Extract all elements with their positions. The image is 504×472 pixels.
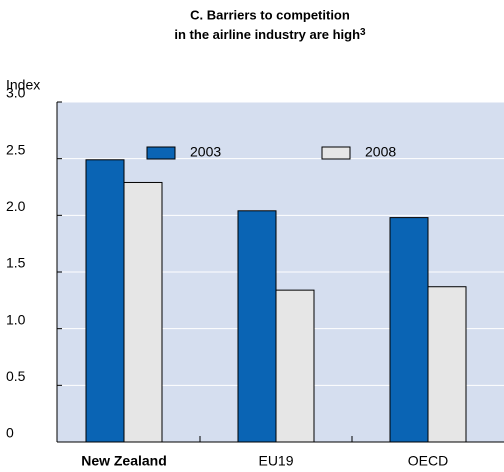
chart-title-line: in the airline industry are high <box>174 27 360 42</box>
bar <box>237 210 277 443</box>
y-tick-label: 3.0 <box>6 85 26 101</box>
y-tick-label: 1.0 <box>6 311 26 327</box>
x-tick-label: OECD <box>408 453 448 469</box>
y-tick-label: 2.0 <box>6 198 26 214</box>
chart-title: in the airline industry are high3 <box>174 27 366 43</box>
legend-swatch <box>146 146 176 160</box>
y-tick-label: 0.5 <box>6 368 26 384</box>
y-tick-label: 1.5 <box>6 255 26 271</box>
y-tick-label: 0 <box>6 425 14 441</box>
y-tick-label: 2.5 <box>6 141 26 157</box>
legend-label: 2003 <box>190 144 221 160</box>
legend-swatch <box>321 146 351 160</box>
y-axis-label: Index <box>6 77 40 93</box>
legend-label: 2008 <box>365 144 396 160</box>
x-tick-label: New Zealand <box>81 453 167 469</box>
chart-title: C. Barriers to competition <box>190 7 350 22</box>
bar <box>389 217 429 443</box>
bar <box>275 289 315 443</box>
bar <box>85 159 125 443</box>
bar <box>123 181 163 443</box>
title-footnote: 3 <box>360 27 366 38</box>
bar <box>427 286 467 443</box>
x-tick-label: EU19 <box>258 453 293 469</box>
